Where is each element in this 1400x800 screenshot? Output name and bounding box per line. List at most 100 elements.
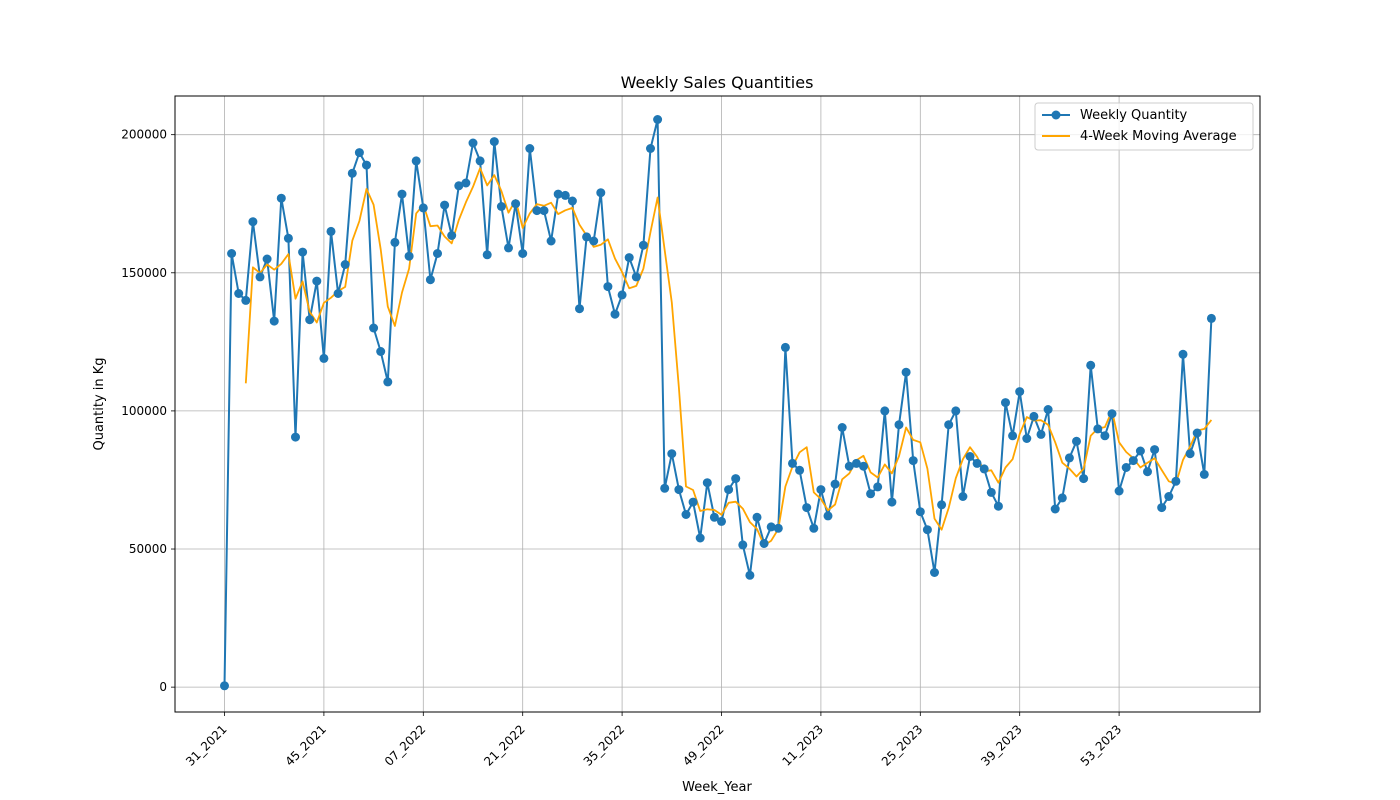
data-point bbox=[518, 249, 528, 258]
data-point bbox=[965, 452, 975, 461]
x-tick-label: 53_2023 bbox=[1078, 722, 1125, 769]
data-point bbox=[1185, 449, 1195, 459]
x-tick-label: 11_2023 bbox=[779, 722, 826, 769]
data-point bbox=[283, 233, 293, 243]
data-point bbox=[646, 144, 655, 153]
data-point bbox=[880, 406, 890, 416]
data-point bbox=[951, 406, 961, 416]
data-point bbox=[347, 168, 357, 178]
data-point bbox=[1043, 405, 1053, 414]
data-point bbox=[227, 249, 237, 258]
data-point bbox=[851, 458, 861, 468]
legend: Weekly Quantity 4-Week Moving Average bbox=[1034, 102, 1254, 151]
data-point bbox=[1093, 424, 1103, 434]
data-point bbox=[1128, 456, 1138, 466]
data-point bbox=[958, 492, 968, 501]
grid-lines bbox=[175, 96, 1260, 712]
data-point bbox=[788, 458, 797, 468]
data-point bbox=[248, 217, 258, 227]
x-tick-label: 39_2023 bbox=[978, 722, 1025, 769]
data-point bbox=[624, 253, 634, 263]
data-point bbox=[326, 226, 336, 236]
data-point bbox=[1100, 431, 1110, 441]
data-point bbox=[312, 276, 322, 286]
data-point bbox=[802, 503, 812, 513]
data-point bbox=[901, 367, 911, 377]
data-point bbox=[298, 247, 308, 257]
data-point bbox=[1050, 504, 1060, 514]
data-point bbox=[809, 523, 819, 533]
data-point bbox=[596, 188, 606, 198]
plot-frame bbox=[174, 95, 1261, 713]
data-point bbox=[1107, 409, 1117, 419]
data-point bbox=[546, 236, 556, 246]
data-point bbox=[461, 178, 471, 188]
data-point bbox=[930, 568, 939, 577]
data-point bbox=[837, 423, 847, 432]
data-point bbox=[1178, 349, 1188, 359]
plot-series bbox=[220, 115, 1216, 691]
data-point bbox=[560, 190, 570, 200]
data-point bbox=[617, 290, 627, 300]
legend-label-moving-average: 4-Week Moving Average bbox=[1080, 129, 1237, 144]
y-tick-label: 50000 bbox=[129, 542, 167, 556]
data-point bbox=[1029, 411, 1039, 421]
data-point bbox=[475, 156, 485, 166]
data-point bbox=[234, 289, 244, 298]
data-point bbox=[1192, 428, 1202, 438]
data-point bbox=[830, 479, 840, 489]
data-point bbox=[305, 315, 315, 325]
data-point bbox=[1199, 469, 1209, 479]
data-point bbox=[575, 304, 584, 314]
data-point bbox=[482, 250, 492, 260]
data-point bbox=[1015, 387, 1025, 397]
data-point bbox=[610, 309, 620, 319]
x-tick-label: 45_2021 bbox=[282, 722, 329, 769]
data-point bbox=[1171, 476, 1181, 486]
data-point bbox=[496, 202, 506, 211]
moving-average-line bbox=[244, 167, 1213, 547]
data-point bbox=[291, 432, 300, 442]
data-point bbox=[922, 525, 932, 535]
data-point bbox=[319, 353, 329, 363]
x-tick-label: 07_2022 bbox=[382, 722, 429, 769]
data-point bbox=[369, 323, 379, 333]
data-point bbox=[383, 377, 393, 387]
data-point bbox=[944, 420, 954, 430]
y-tick-label: 100000 bbox=[121, 404, 167, 418]
y-axis-label: Quantity in Kg bbox=[92, 357, 107, 450]
data-point bbox=[859, 461, 868, 471]
x-tick-label: 25_2023 bbox=[879, 722, 926, 769]
data-point bbox=[731, 474, 741, 484]
data-point bbox=[752, 512, 762, 522]
data-point bbox=[362, 160, 371, 170]
data-point bbox=[717, 516, 726, 526]
data-point bbox=[816, 485, 826, 495]
data-point bbox=[447, 231, 457, 240]
legend-label-weekly-quantity: Weekly Quantity bbox=[1080, 108, 1188, 123]
data-point bbox=[653, 115, 663, 124]
data-point bbox=[1057, 493, 1067, 503]
data-point bbox=[766, 522, 776, 532]
data-point bbox=[440, 200, 450, 210]
data-point bbox=[688, 497, 698, 507]
data-point bbox=[709, 512, 719, 522]
data-point bbox=[567, 196, 577, 206]
data-point bbox=[866, 489, 876, 499]
data-point bbox=[354, 148, 364, 158]
data-point bbox=[979, 464, 989, 474]
y-axis-ticks: 0 50000 100000 150000 200000 bbox=[121, 128, 175, 694]
data-point bbox=[1022, 434, 1032, 443]
data-point bbox=[525, 144, 535, 153]
data-point bbox=[638, 240, 648, 250]
x-tick-label: 21_2022 bbox=[481, 722, 528, 769]
data-point bbox=[425, 275, 435, 285]
data-point bbox=[844, 461, 854, 471]
data-point bbox=[681, 510, 691, 519]
data-point bbox=[1072, 436, 1081, 446]
data-point bbox=[390, 237, 400, 247]
data-point bbox=[404, 251, 414, 261]
data-point bbox=[241, 295, 251, 305]
data-point bbox=[511, 199, 521, 209]
